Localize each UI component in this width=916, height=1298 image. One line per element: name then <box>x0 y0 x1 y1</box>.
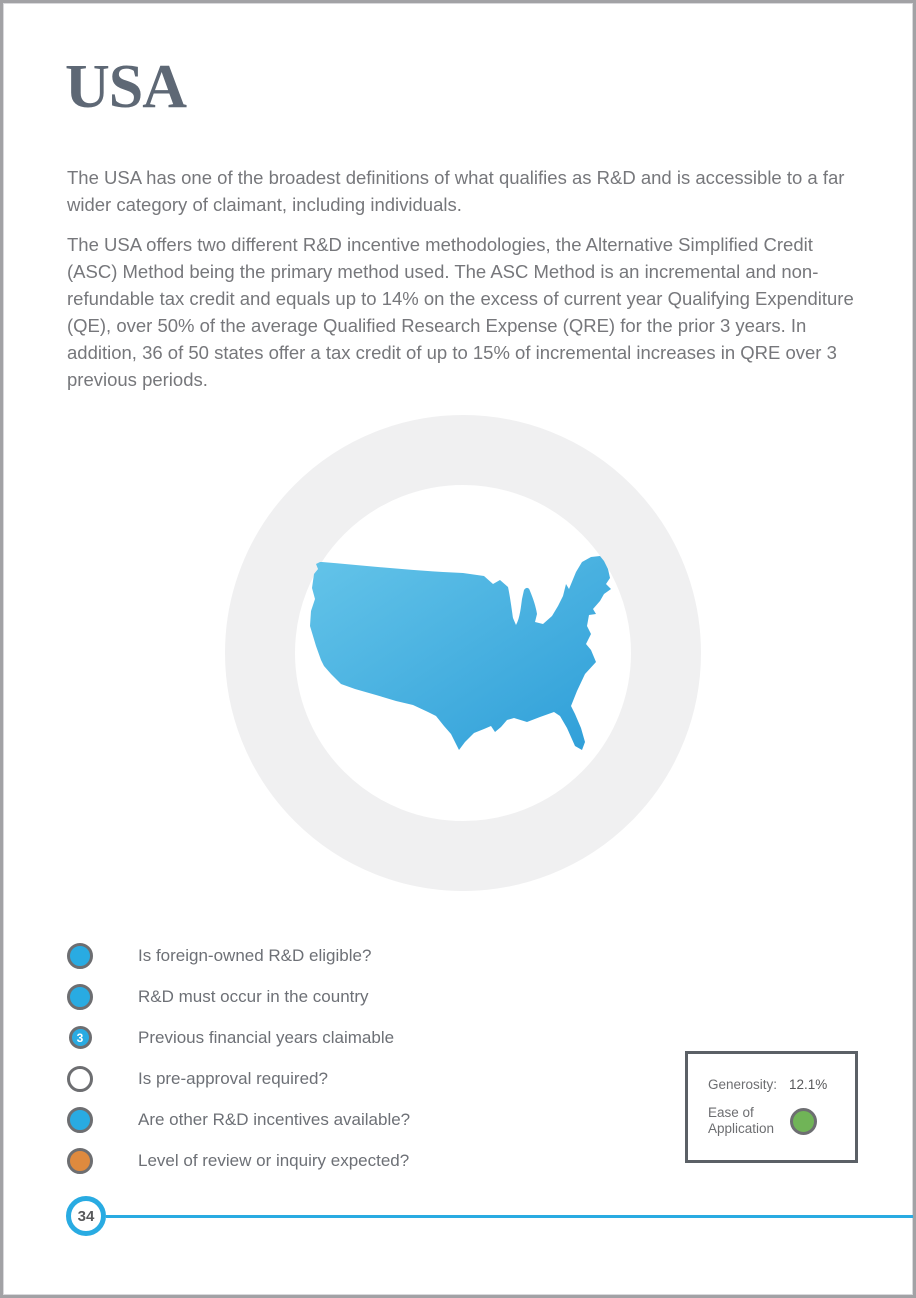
indicator-label: Is pre-approval required? <box>138 1068 328 1088</box>
indicator-dot: 3 <box>68 1026 92 1049</box>
ease-rating-dot <box>790 1107 817 1135</box>
indicator-row: Is foreign-owned R&D eligible? <box>67 935 410 976</box>
usa-map-icon <box>310 556 611 750</box>
stats-box: Generosity: 12.1% Ease of Application <box>685 1051 858 1163</box>
indicator-row: 3 Previous financial years claimable <box>67 1017 410 1058</box>
page-title: USA <box>65 53 187 121</box>
footer-rule <box>106 1215 913 1218</box>
indicator-dot-number: 3 <box>76 1030 84 1045</box>
indicator-row: Is pre-approval required? <box>67 1058 410 1099</box>
intro-paragraph: The USA has one of the broadest definiti… <box>67 167 845 215</box>
indicator-label: R&D must occur in the country <box>138 986 369 1006</box>
indicator-dot <box>67 1106 93 1133</box>
indicator-row: Level of review or inquiry expected? <box>67 1140 410 1181</box>
indicator-dot <box>67 983 93 1010</box>
indicator-dot <box>67 1065 93 1092</box>
indicator-label: Are other R&D incentives available? <box>138 1109 411 1129</box>
indicator-dot <box>67 942 93 969</box>
page-number-badge: 34 <box>66 1196 106 1236</box>
generosity-value: 12.1% <box>789 1077 828 1092</box>
generosity-label: Generosity: <box>708 1077 778 1092</box>
ease-label-line2: Application <box>708 1121 775 1136</box>
detail-paragraph: The USA offers two different R&D incenti… <box>67 234 854 390</box>
ease-of-application-row: Ease of Application <box>708 1105 855 1137</box>
ease-of-application-label: Ease of Application <box>708 1105 778 1137</box>
indicator-label: Level of review or inquiry expected? <box>138 1150 410 1170</box>
indicator-label: Is foreign-owned R&D eligible? <box>138 945 372 965</box>
indicator-label: Previous financial years claimable <box>138 1027 395 1047</box>
generosity-row: Generosity: 12.1% <box>708 1077 855 1093</box>
indicator-row: R&D must occur in the country <box>67 976 410 1017</box>
indicator-row: Are other R&D incentives available? <box>67 1099 410 1140</box>
ease-label-line1: Ease of <box>708 1105 754 1120</box>
indicator-list: Is foreign-owned R&D eligible? R&D must … <box>67 935 410 1181</box>
page-number: 34 <box>77 1207 95 1225</box>
country-map-graphic <box>225 415 701 891</box>
indicator-dot <box>67 1147 93 1174</box>
